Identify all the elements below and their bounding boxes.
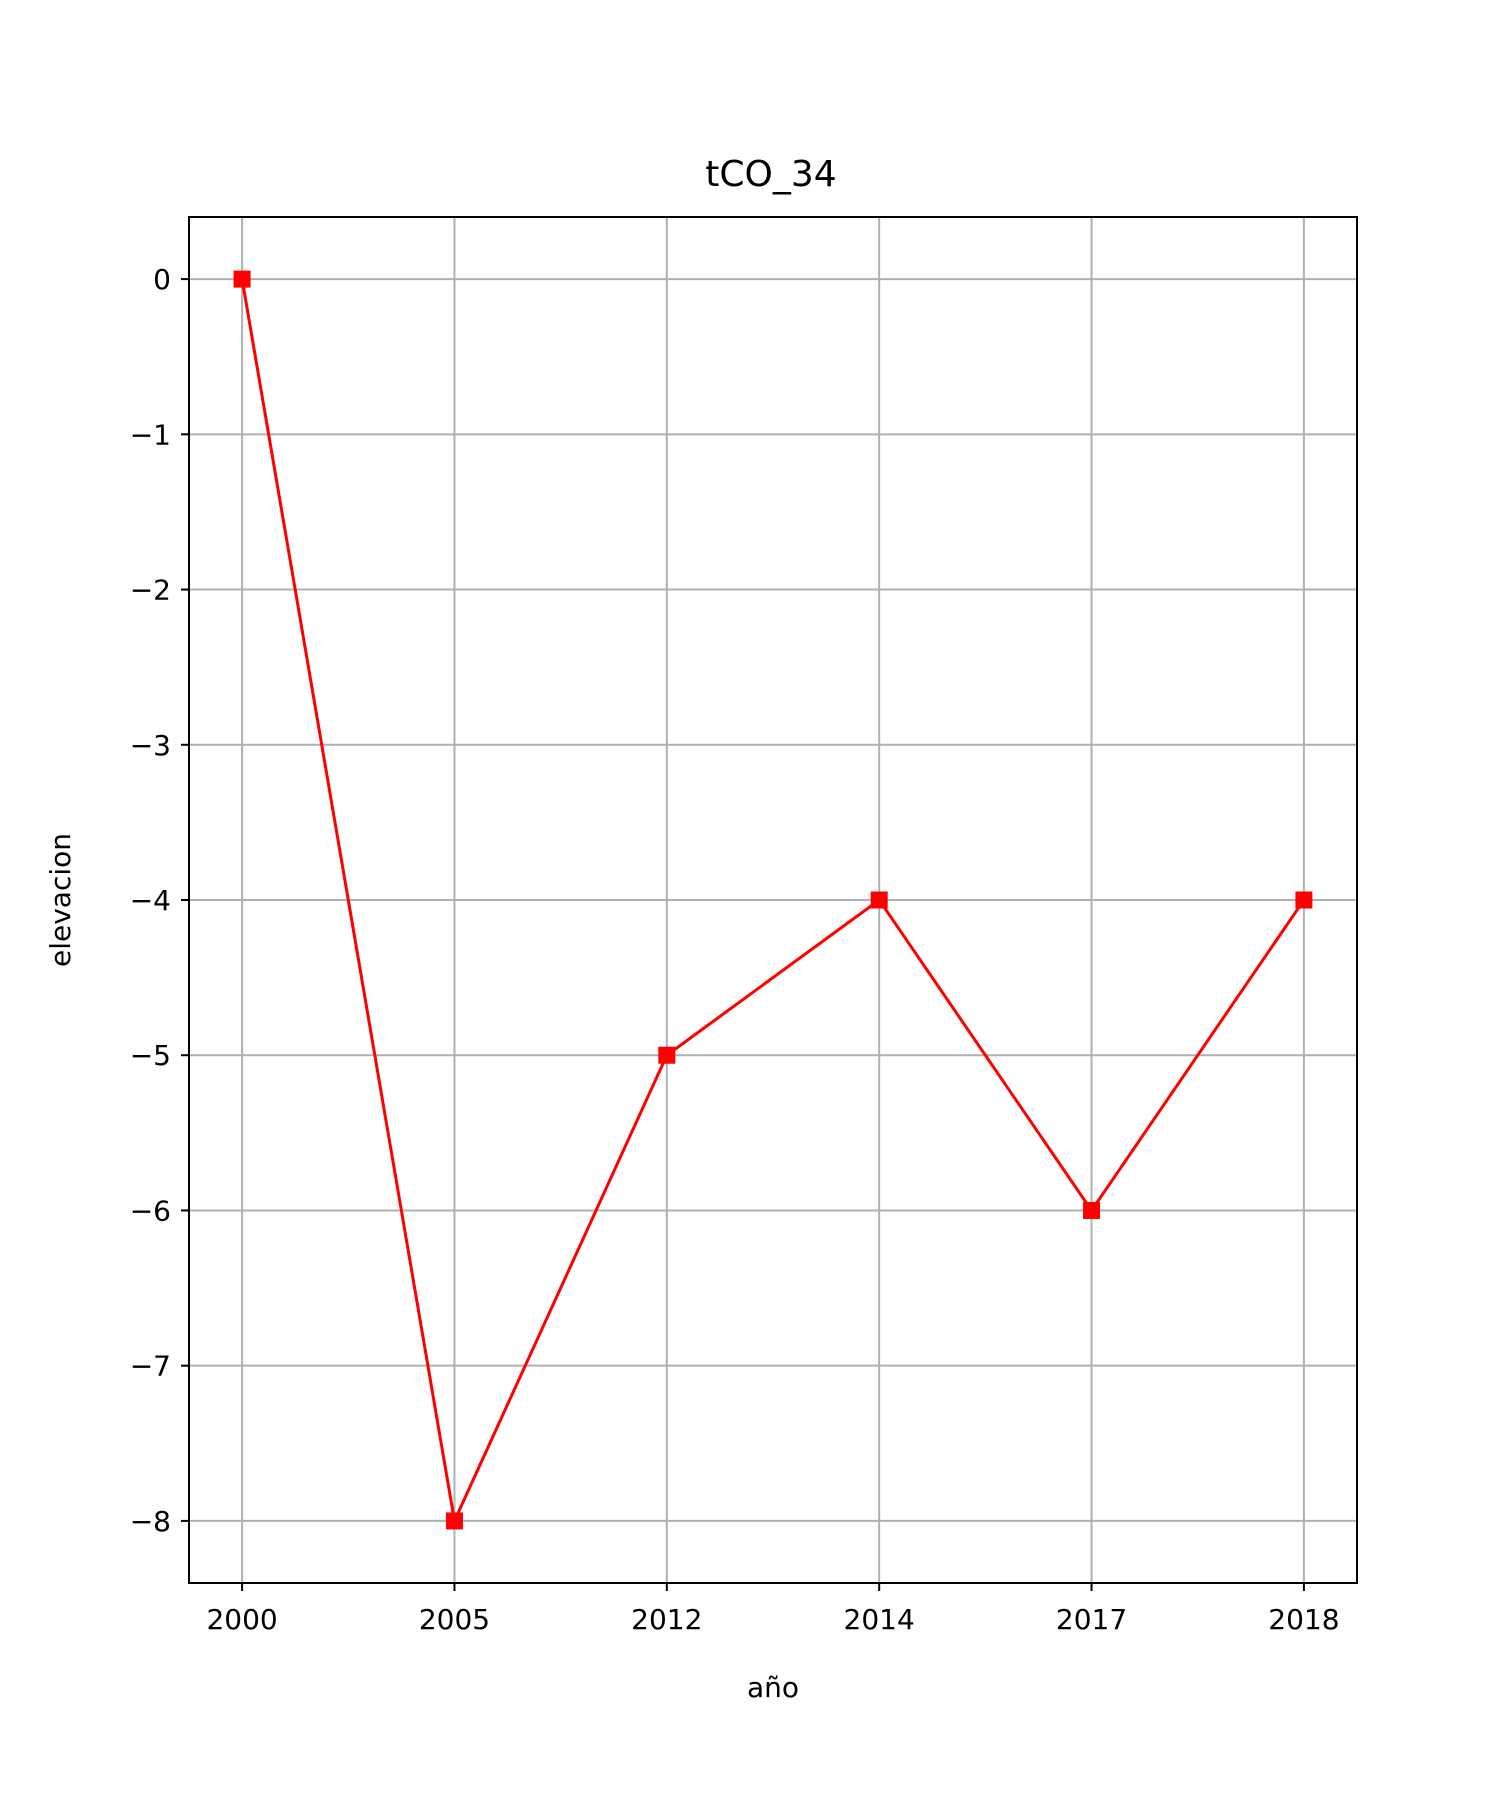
x-tick-label: 2014 — [844, 1603, 915, 1636]
x-tick-label: 2017 — [1056, 1603, 1127, 1636]
y-tick-label: −4 — [130, 884, 171, 917]
series-layer — [233, 270, 1313, 1530]
y-axis-label: elevacion — [44, 833, 77, 967]
y-tick-label: −1 — [130, 418, 171, 451]
x-axis-label: año — [747, 1671, 799, 1704]
y-tick-label: −3 — [130, 729, 171, 762]
y-tick-label: 0 — [153, 263, 171, 296]
data-point-marker — [870, 891, 888, 909]
y-tick-label: −6 — [130, 1194, 171, 1227]
data-point-marker — [1083, 1201, 1101, 1219]
axis-ticks — [181, 278, 1305, 1591]
x-tick-label: 2005 — [419, 1603, 490, 1636]
x-tick-label: 2000 — [206, 1603, 277, 1636]
data-point-marker — [658, 1046, 676, 1064]
grid-lines — [189, 217, 1357, 1583]
data-point-marker — [1295, 891, 1313, 909]
data-point-marker — [233, 270, 251, 288]
y-tick-label: −2 — [130, 574, 171, 607]
series-line — [240, 278, 1306, 1526]
data-point-marker — [445, 1512, 463, 1530]
y-tick-label: −7 — [130, 1350, 171, 1383]
y-tick-label: −5 — [130, 1039, 171, 1072]
x-tick-label: 2018 — [1268, 1603, 1339, 1636]
y-tick-label: −8 — [130, 1505, 171, 1538]
x-tick-label: 2012 — [631, 1603, 702, 1636]
chart-title: tCO_34 — [705, 154, 836, 195]
